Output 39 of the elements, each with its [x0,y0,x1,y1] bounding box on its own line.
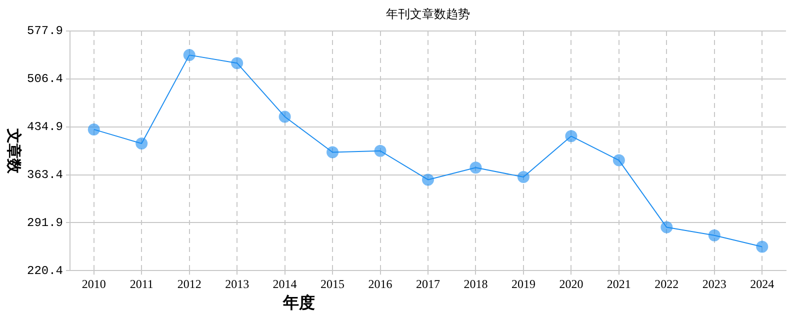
y-tick-label: 291.9 [26,216,64,230]
x-tick-label: 2021 [606,276,631,291]
point [756,240,768,253]
chart-title: 年刊文章数趋势 [386,7,470,22]
x-axis-title: 年度 [282,293,316,312]
y-tick-label: 363.4 [26,168,64,182]
x-tick-label: 2022 [654,276,679,291]
y-tick-label: 434.9 [26,120,64,134]
x-tick-label: 2020 [559,276,584,291]
y-axis-title: 文章数 [5,127,24,174]
x-tick-label: 2016 [368,276,392,291]
y-tick-label: 577.9 [26,24,64,38]
x-tick-label: 2013 [225,276,250,291]
point [136,138,148,150]
point [708,229,720,242]
y-tick-label: 506.4 [26,72,64,86]
point [88,123,100,136]
y-tick-label: 220.4 [26,264,64,278]
point [517,171,530,184]
point [183,49,196,62]
x-tick-label: 2023 [702,276,726,291]
x-tick-label: 2017 [416,276,440,291]
point [278,110,291,123]
point [660,221,673,234]
point [565,130,578,142]
point [374,144,386,157]
x-tick-label: 2014 [272,276,297,291]
x-tick-label: 2012 [177,276,202,291]
x-tick-label: 2018 [464,276,488,291]
point [231,57,244,70]
x-tick-label: 2019 [511,276,536,291]
x-tick-label: 2011 [130,276,154,291]
x-tick-label: 2015 [320,276,345,291]
point [326,146,339,158]
x-tick-label: 2024 [750,276,774,291]
x-tick-label: 2010 [82,276,106,291]
point [422,174,434,186]
point [612,154,625,166]
point [470,162,482,174]
